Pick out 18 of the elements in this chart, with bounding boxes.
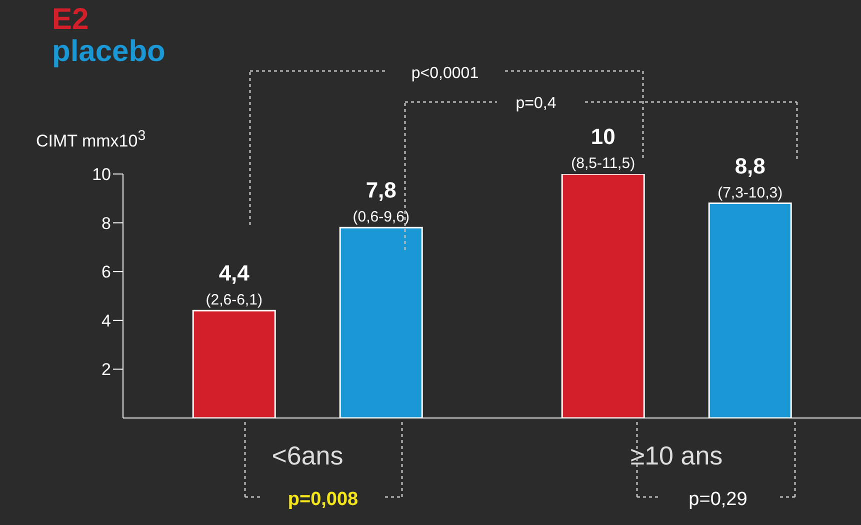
y-tick-label: 4 (102, 311, 111, 330)
data-label: 4,4 (2,6-6,1) (206, 260, 262, 309)
y-tick-label: 10 (92, 165, 111, 184)
text: p=0,4 (516, 95, 556, 112)
data-label: 7,8 (0,6-9,6) (352, 178, 410, 226)
text: p<0,0001 (411, 65, 479, 82)
x-tick-label: ≥10 ans (630, 440, 723, 470)
text: placebo (52, 35, 166, 68)
data-label: 8,8 (7,3-10,3) (718, 153, 783, 202)
y-tick-label: 8 (102, 214, 111, 233)
data-label: 10 (8,5-11,5) (571, 124, 636, 172)
y-tick-label: 2 (102, 360, 111, 380)
text: p=0,008 (288, 489, 358, 510)
text: E2 (52, 3, 90, 36)
y-tick-label: 6 (102, 262, 111, 282)
y-axis-title: CIMT mmx10$^{3}$ (36, 128, 146, 152)
text: p=0,29 (688, 489, 748, 510)
x-tick-label: <6ans (272, 440, 344, 470)
